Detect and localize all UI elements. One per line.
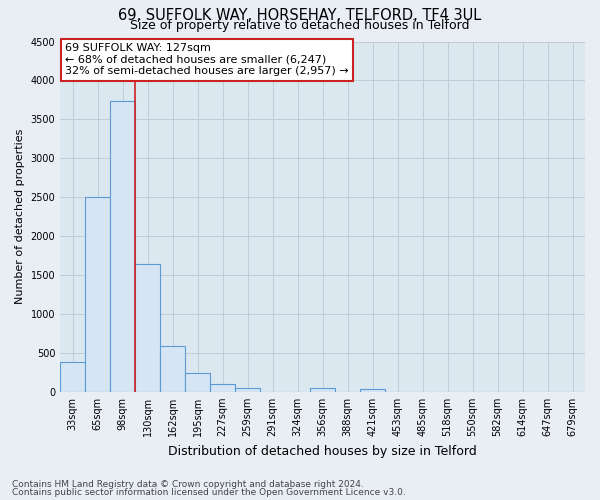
Y-axis label: Number of detached properties: Number of detached properties: [15, 129, 25, 304]
Bar: [185, 372, 210, 392]
Text: Contains HM Land Registry data © Crown copyright and database right 2024.: Contains HM Land Registry data © Crown c…: [12, 480, 364, 489]
Text: 69, SUFFOLK WAY, HORSEHAY, TELFORD, TF4 3UL: 69, SUFFOLK WAY, HORSEHAY, TELFORD, TF4 …: [118, 8, 482, 22]
Bar: [60, 362, 85, 392]
Bar: [160, 346, 185, 392]
Bar: [135, 264, 160, 392]
Bar: [210, 384, 235, 392]
Bar: [110, 102, 135, 392]
Text: Size of property relative to detached houses in Telford: Size of property relative to detached ho…: [130, 19, 470, 32]
Text: Contains public sector information licensed under the Open Government Licence v3: Contains public sector information licen…: [12, 488, 406, 497]
Bar: [310, 388, 335, 392]
Text: 69 SUFFOLK WAY: 127sqm
← 68% of detached houses are smaller (6,247)
32% of semi-: 69 SUFFOLK WAY: 127sqm ← 68% of detached…: [65, 44, 349, 76]
Bar: [235, 388, 260, 392]
Bar: [360, 390, 385, 392]
X-axis label: Distribution of detached houses by size in Telford: Distribution of detached houses by size …: [168, 444, 477, 458]
Bar: [85, 197, 110, 392]
